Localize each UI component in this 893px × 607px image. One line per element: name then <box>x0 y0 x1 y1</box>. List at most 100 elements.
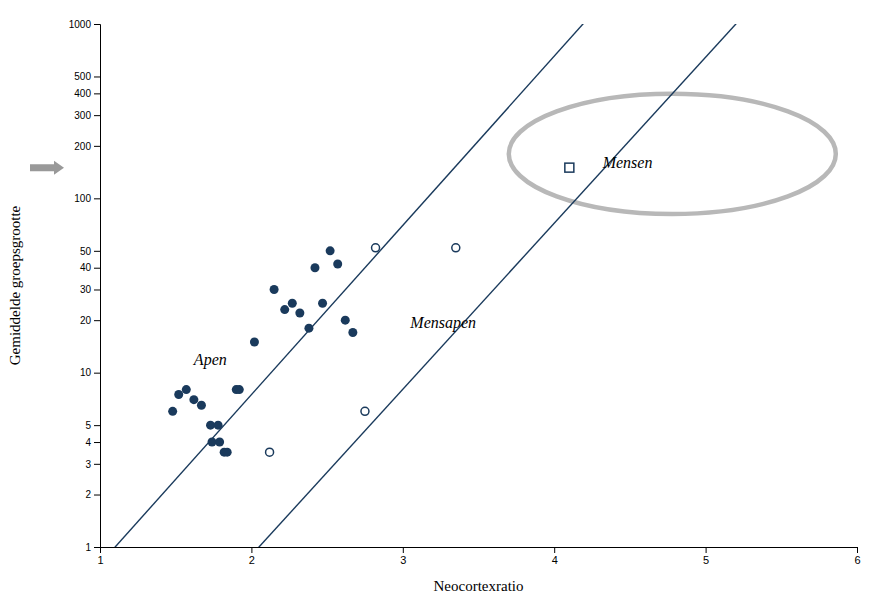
y-tick: 30 <box>80 284 100 295</box>
filled-point <box>182 385 191 394</box>
y-tick-mark <box>94 442 100 443</box>
y-tick-label: 5 <box>85 420 91 431</box>
open-point <box>452 244 460 252</box>
ellipse <box>509 94 836 214</box>
y-tick-mark <box>94 464 100 465</box>
y-tick-mark <box>94 251 100 252</box>
plot: 1234561234510203040501002003004005001000… <box>7 0 861 607</box>
y-tick-mark <box>94 76 100 77</box>
open-point <box>266 448 274 456</box>
x-tick-label: 2 <box>249 554 255 566</box>
x-tick-mark <box>403 547 404 553</box>
y-tick-mark <box>94 289 100 290</box>
y-tick-mark <box>94 146 100 147</box>
y-axis: 1234510203040501002003004005001000 <box>69 19 101 553</box>
filled-point <box>168 407 177 416</box>
y-tick-mark <box>94 198 100 199</box>
square-point <box>565 163 574 172</box>
y-tick-label: 300 <box>74 110 91 121</box>
y-tick: 20 <box>80 315 100 326</box>
y-tick: 100 <box>74 193 100 204</box>
x-tick-label: 3 <box>400 554 406 566</box>
y-tick-mark <box>94 115 100 116</box>
y-tick-label: 3 <box>85 459 91 470</box>
regression-line <box>259 24 736 547</box>
filled-point <box>214 421 223 430</box>
filled-point <box>215 438 224 447</box>
annotation: Apen <box>193 351 227 369</box>
x-tick: 4 <box>552 547 558 566</box>
filled-point <box>304 324 313 333</box>
y-tick-mark <box>94 373 100 374</box>
filled-point <box>189 395 198 404</box>
y-tick-mark <box>94 547 100 548</box>
y-tick: 40 <box>80 262 100 273</box>
filled-point <box>280 305 289 314</box>
filled-point <box>318 299 327 308</box>
y-tick: 4 <box>85 437 100 448</box>
x-tick-label: 6 <box>854 554 860 566</box>
arrow <box>30 161 64 175</box>
y-tick-label: 30 <box>80 284 92 295</box>
annotation: Mensapen <box>409 314 476 332</box>
y-tick: 1 <box>85 542 100 553</box>
x-tick-label: 4 <box>552 554 558 566</box>
filled-point <box>348 328 357 337</box>
y-axis-line <box>94 25 101 548</box>
y-tick-label: 1000 <box>69 19 92 30</box>
x-axis-line <box>101 548 858 554</box>
y-axis-title: Gemiddelde groepsgrootte <box>7 205 23 365</box>
x-tick-mark <box>857 547 858 553</box>
marks <box>100 24 857 547</box>
filled-point <box>310 263 319 272</box>
y-tick: 2 <box>85 489 100 500</box>
chart: 1234561234510203040501002003004005001000… <box>0 0 893 607</box>
x-tick-mark <box>706 547 707 553</box>
y-tick: 300 <box>74 110 100 121</box>
y-tick: 50 <box>80 246 100 257</box>
x-tick-mark <box>251 547 252 553</box>
filled-point <box>326 246 335 255</box>
y-tick: 1000 <box>69 19 100 30</box>
filled-point <box>341 316 350 325</box>
x-tick-mark <box>554 547 555 553</box>
regression-line <box>115 251 380 547</box>
y-tick: 200 <box>74 141 100 152</box>
y-tick: 10 <box>80 367 100 378</box>
y-tick-label: 50 <box>80 246 92 257</box>
x-tick: 5 <box>703 547 709 566</box>
y-tick-label: 400 <box>74 88 91 99</box>
filled-point <box>333 260 342 269</box>
x-axis-title: Neocortexratio <box>434 578 524 594</box>
y-tick-label: 1 <box>85 542 91 553</box>
y-tick-mark <box>94 268 100 269</box>
y-tick-label: 100 <box>74 193 91 204</box>
y-tick-label: 2 <box>85 489 91 500</box>
x-tick: 6 <box>854 547 860 566</box>
y-tick: 400 <box>74 88 100 99</box>
y-tick-label: 40 <box>80 262 92 273</box>
y-tick: 5 <box>85 420 100 431</box>
x-tick: 1 <box>97 547 103 566</box>
x-tick-label: 1 <box>97 554 103 566</box>
filled-point <box>288 299 297 308</box>
open-point <box>361 407 369 415</box>
regression-line-extension <box>380 24 857 251</box>
filled-point <box>295 308 304 317</box>
x-tick: 2 <box>249 547 255 566</box>
y-tick-label: 4 <box>85 437 91 448</box>
x-tick: 3 <box>400 547 406 566</box>
y-tick-label: 10 <box>80 367 92 378</box>
filled-point <box>223 448 232 457</box>
y-tick-mark <box>94 24 100 25</box>
annotation: Mensen <box>602 154 653 171</box>
filled-point <box>250 337 259 346</box>
x-axis: 1 2 3 4 5 6 <box>97 547 860 566</box>
filled-point <box>270 285 279 294</box>
filled-point <box>235 385 244 394</box>
y-tick-mark <box>94 495 100 496</box>
filled-point <box>197 401 206 410</box>
open-point <box>372 244 380 252</box>
y-tick-label: 20 <box>80 315 92 326</box>
y-tick-mark <box>94 93 100 94</box>
